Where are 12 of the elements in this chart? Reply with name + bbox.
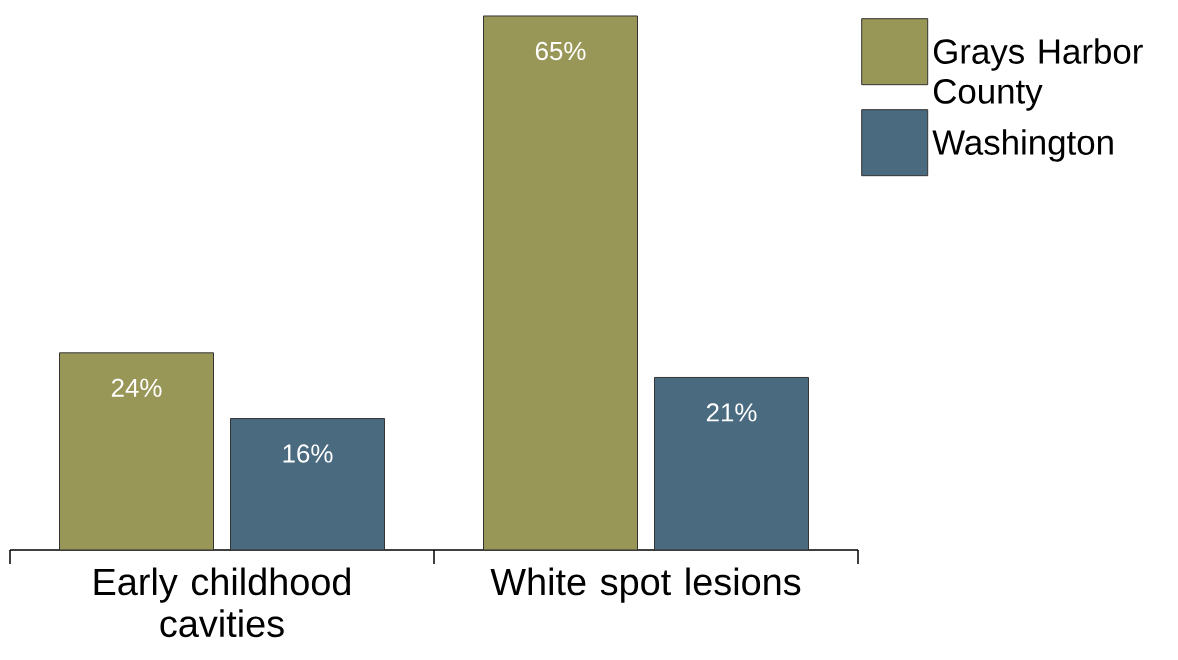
bar bbox=[483, 15, 639, 551]
data-label: 24% bbox=[111, 378, 162, 397]
data-label: 16% bbox=[283, 444, 333, 463]
bar bbox=[59, 352, 215, 551]
data-label: 21% bbox=[706, 403, 757, 422]
legend-label: Grays Harbor County bbox=[933, 38, 1143, 111]
data-label: 65% bbox=[535, 41, 586, 61]
bar bbox=[230, 418, 386, 551]
x-tick-label: Early childhood cavities bbox=[94, 567, 350, 638]
legend-label: Washington bbox=[932, 129, 1113, 162]
x-tick-label: White spot lesions bbox=[490, 567, 801, 603]
bar bbox=[654, 376, 810, 551]
